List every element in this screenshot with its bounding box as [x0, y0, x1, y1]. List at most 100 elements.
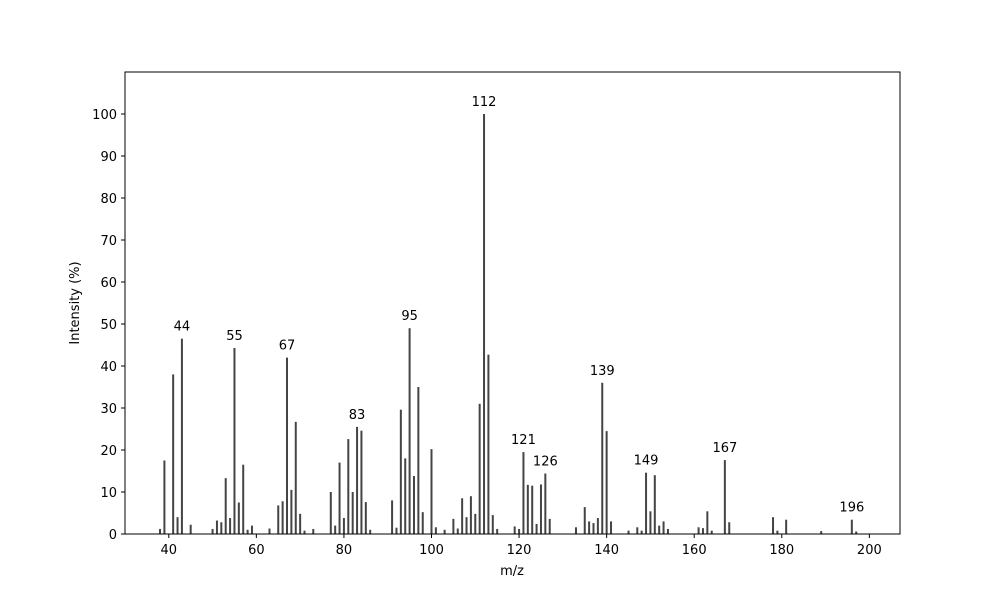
y-tick-label: 100	[92, 108, 117, 123]
bar	[159, 528, 162, 534]
y-tick-label: 0	[109, 528, 117, 543]
bar	[491, 515, 494, 534]
peak-label: 44	[174, 320, 191, 335]
bar	[776, 530, 779, 534]
x-axis-label: m/z	[500, 564, 524, 579]
bar	[369, 529, 372, 534]
bar	[417, 387, 420, 534]
bar	[539, 484, 542, 534]
bar	[658, 525, 661, 534]
bar	[303, 530, 306, 534]
bar	[421, 512, 424, 534]
bar	[474, 513, 477, 534]
y-tick-label: 10	[100, 486, 117, 501]
bar	[452, 518, 455, 534]
bar	[172, 374, 175, 534]
bar	[395, 527, 398, 534]
bar	[430, 449, 433, 534]
bar	[601, 382, 604, 534]
bar	[356, 426, 359, 534]
bar	[526, 484, 529, 534]
bar	[329, 492, 332, 534]
bar	[408, 328, 411, 534]
peak-label: 55	[226, 329, 243, 344]
bar	[662, 521, 665, 534]
bar	[592, 523, 595, 534]
bar	[649, 511, 652, 534]
bar	[347, 439, 350, 534]
bar	[723, 460, 726, 534]
bar	[399, 409, 402, 534]
y-tick-label: 20	[100, 444, 117, 459]
bar	[535, 523, 538, 534]
bar	[465, 517, 468, 534]
peak-label: 67	[279, 339, 296, 354]
bar	[281, 501, 284, 534]
y-axis-label: Intensity (%)	[68, 261, 83, 344]
bar	[268, 528, 271, 534]
x-tick-label: 40	[161, 543, 178, 558]
x-tick-label: 200	[857, 543, 882, 558]
bar	[518, 528, 521, 534]
bar	[645, 472, 648, 534]
bar	[220, 522, 223, 534]
peak-label: 139	[590, 364, 615, 379]
bar	[312, 528, 315, 534]
bar	[290, 489, 293, 534]
bar	[224, 478, 227, 534]
bar	[583, 507, 586, 534]
bar	[820, 531, 823, 534]
bar	[443, 529, 446, 534]
peak-label: 95	[401, 309, 418, 324]
x-tick-label: 60	[248, 543, 265, 558]
bar	[404, 458, 407, 534]
peak-label: 167	[712, 441, 737, 456]
bar	[531, 485, 534, 534]
bar	[299, 513, 302, 534]
y-tick-label: 50	[100, 318, 117, 333]
x-tick-label: 160	[682, 543, 707, 558]
bar	[478, 403, 481, 534]
peak-label: 121	[511, 433, 536, 448]
bar	[653, 475, 656, 534]
y-tick-label: 80	[100, 192, 117, 207]
bar	[710, 530, 713, 534]
bar	[189, 524, 192, 534]
bar	[487, 354, 490, 534]
bar	[242, 464, 245, 534]
bar	[772, 517, 775, 534]
bar	[627, 530, 630, 534]
bar	[640, 530, 643, 534]
bar	[701, 528, 704, 534]
bar	[211, 528, 214, 534]
x-tick-label: 120	[507, 543, 532, 558]
peak-label: 196	[839, 501, 864, 516]
bar	[412, 476, 415, 534]
bar	[706, 511, 709, 534]
bar	[338, 462, 341, 534]
bar	[522, 452, 525, 534]
bar	[250, 525, 253, 534]
peak-label: 149	[634, 454, 659, 469]
bar	[176, 517, 179, 534]
bar	[610, 521, 613, 534]
bar	[496, 528, 499, 534]
bar	[596, 518, 599, 534]
bar	[391, 500, 394, 534]
bar	[286, 357, 289, 534]
bar	[544, 473, 547, 534]
y-tick-label: 70	[100, 234, 117, 249]
bar	[233, 347, 236, 534]
x-tick-label: 100	[419, 543, 444, 558]
bar	[850, 519, 853, 534]
y-tick-label: 60	[100, 276, 117, 291]
bar	[229, 518, 232, 534]
bar	[334, 525, 337, 534]
bar	[461, 498, 464, 534]
bar	[728, 522, 731, 534]
y-tick-label: 90	[100, 150, 117, 165]
bar	[434, 527, 437, 534]
bar	[342, 518, 345, 534]
